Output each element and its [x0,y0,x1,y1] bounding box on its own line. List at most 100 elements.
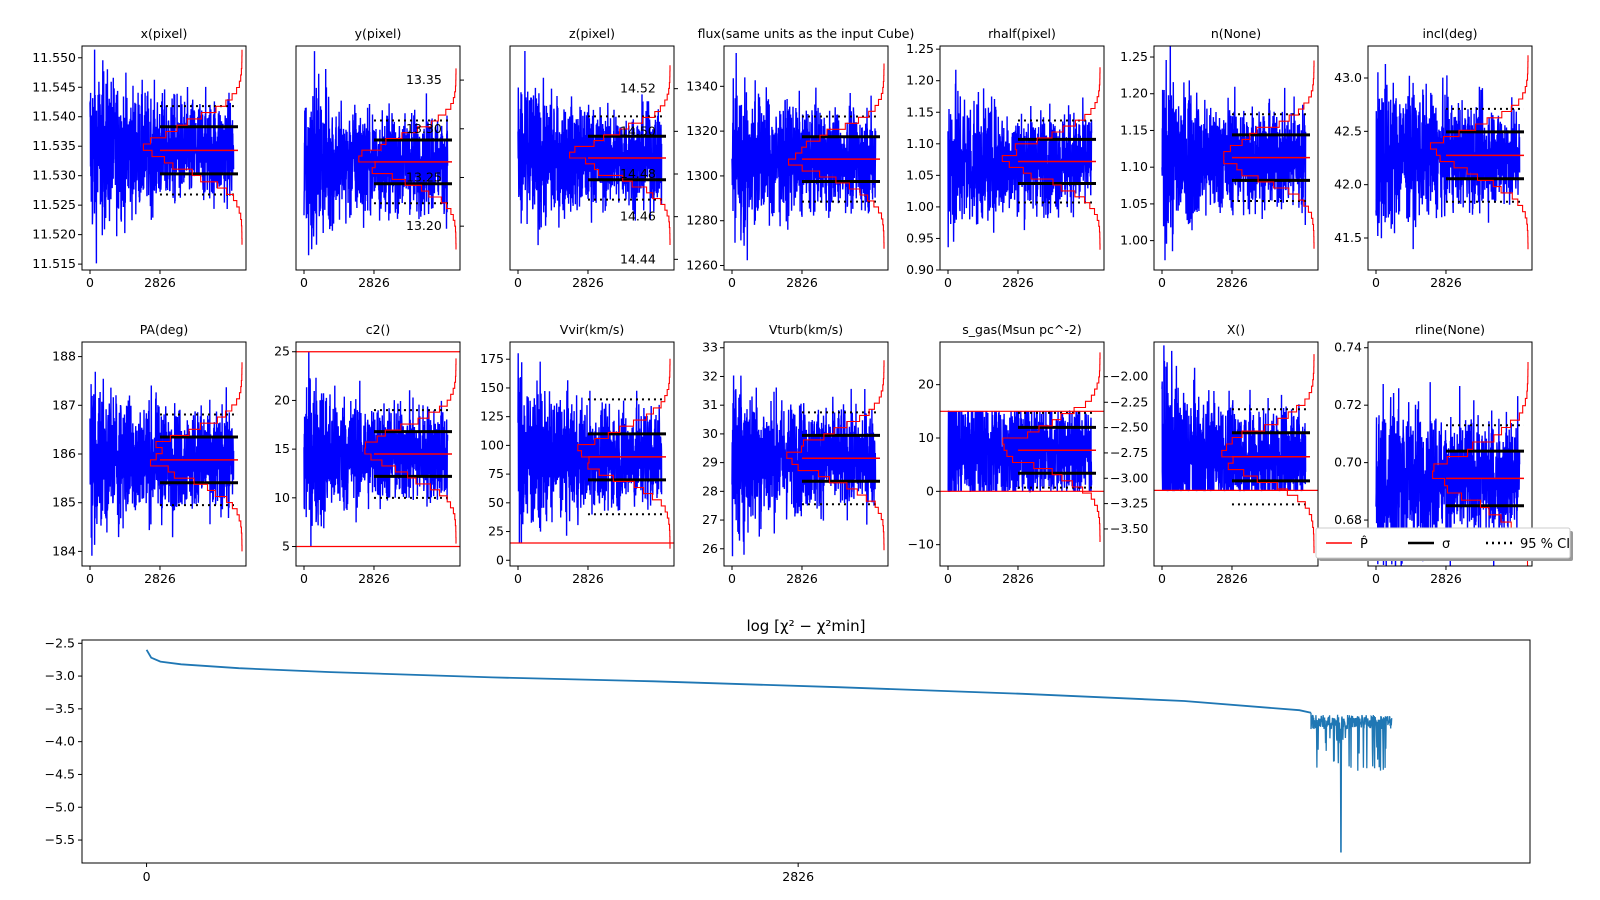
chi2-x-tick-label: 2826 [782,869,814,884]
y-tick-label: 11.525 [32,197,76,212]
y-tick-label: 13.25 [406,169,442,184]
y-tick-label: 0 [926,483,934,498]
x-tick-label: 0 [86,275,94,290]
x-tick-label: 2826 [1216,275,1248,290]
trace-line [517,353,663,544]
y-tick-label: 0.72 [1334,397,1362,412]
y-tick-label: 13.30 [406,121,442,136]
y-tick-label: 14.44 [620,251,656,266]
y-tick-label: 1260 [686,258,718,273]
trace-panel: flux(same units as the input Cube) 0 2826 1… [686,26,914,290]
trace-line [947,410,1093,493]
y-tick-label: 75 [488,466,504,481]
trace-panel: Vturb(km/s) 0 2826 26 27 28 29 30 31 32 33 [702,322,889,586]
posterior-histogram [577,358,671,549]
trace-panel: z(pixel) 0 2826 14.44 14.46 14.48 14.50 14.52 [509,26,678,290]
chi2-title: log [χ² − χ²min] [746,617,865,635]
plot-area [89,362,243,556]
chi2-line [145,649,1312,714]
trace-line [947,69,1093,248]
y-tick-label: 15 [274,441,290,456]
y-tick-label: 14.50 [620,123,656,138]
legend-label: 95 % CI [1520,537,1570,552]
trace-panel: incl(deg) 0 2826 41.5 42.0 42.5 43.0 [1334,26,1533,290]
panel-title: Vvir(km/s) [560,322,624,337]
posterior-histogram [1002,352,1101,542]
trace-panel: Vvir(km/s) 0 2826 0 25 50 75 100 125 150 175 [480,322,675,586]
y-tick-label: 28 [702,483,718,498]
panel-frame [939,45,1105,271]
plot-area [1154,345,1318,554]
y-tick-label: 42.0 [1334,177,1362,192]
x-tick-label: 2826 [786,275,818,290]
chi2-y-tick-label: −5.5 [45,832,75,847]
y-tick-label: 14.52 [620,81,656,96]
y-tick-label: 27 [702,512,718,527]
trace-line [1375,63,1521,250]
y-tick-label: 11.530 [32,168,76,183]
y-tick-label: 20 [274,392,290,407]
trace-line [89,49,235,264]
x-tick-label: 0 [944,571,952,586]
y-tick-label: 0.74 [1334,340,1362,355]
panel-frame [81,45,247,271]
panel-frame [1153,45,1319,271]
x-tick-label: 2826 [1002,571,1034,586]
plot-area [296,351,460,548]
trace-line [731,375,877,557]
trace-line [303,351,449,547]
y-tick-label: 0 [496,552,504,567]
trace-panel: PA(deg) 0 2826 184 185 186 187 188 [52,322,247,586]
legend-label: P̂ [1360,537,1368,552]
panel-title: s_gas(Msun pc^-2) [962,322,1081,337]
panel-frame [723,341,889,567]
panel-frame [1367,341,1533,567]
trace-panel: y(pixel) 0 2826 13.20 13.25 13.30 13.35 [295,26,464,290]
posterior-histogram [142,49,243,245]
x-tick-label: 2826 [786,571,818,586]
chi2-y-tick-label: −2.5 [45,635,75,650]
y-tick-label: 1.00 [1120,233,1148,248]
panel-title: n(None) [1211,26,1261,41]
x-tick-label: 2826 [572,275,604,290]
y-tick-label: 14.48 [620,166,656,181]
plot-area [303,51,457,256]
y-tick-label: 1.05 [1120,196,1148,211]
y-tick-label: 20 [918,377,934,392]
posterior-histogram [149,362,243,552]
y-tick-label: 10 [918,430,934,445]
x-tick-label: 0 [1158,571,1166,586]
y-tick-label: 0.90 [906,262,934,277]
panel-frame [939,341,1105,567]
y-tick-label: 26 [702,541,718,556]
y-tick-label: 41.5 [1334,230,1362,245]
trace-panel: X() 0 2826 [1153,322,1319,586]
y-tick-label: 11.520 [32,227,76,242]
y-tick-label: 150 [480,380,504,395]
legend-label: σ [1442,537,1450,552]
y-tick-label: 0.95 [906,230,934,245]
y-tick-label: 1.15 [906,104,934,119]
y-tick-label: 10 [274,490,290,505]
y2-tick-label: −2.75 [1110,445,1148,460]
x-tick-label: 2826 [1216,571,1248,586]
posterior-histogram [786,360,885,551]
y-tick-label: 188 [52,349,76,364]
y-tick-label: 30 [702,426,718,441]
y-tick-label: 11.535 [32,138,76,153]
y-tick-label: 1.20 [906,73,934,88]
y-tick-label: −10 [908,537,934,552]
x-tick-label: 0 [1372,571,1380,586]
plot-area [89,49,243,264]
x-tick-label: 0 [514,275,522,290]
chi2-y-tick-label: −3.0 [45,668,75,683]
y-tick-label: 0.70 [1334,455,1362,470]
panel-frame [295,341,461,567]
y-tick-label: 11.545 [32,79,76,94]
plot-area [510,353,674,549]
panel-title: c2() [366,322,391,337]
y-tick-label: 50 [488,495,504,510]
y-tick-label: 1340 [686,78,718,93]
trace-panel: n(None) 0 2826 1.00 1.05 1.10 1.15 1.20 1.25 [1120,26,1319,290]
x-tick-label: 0 [1158,275,1166,290]
